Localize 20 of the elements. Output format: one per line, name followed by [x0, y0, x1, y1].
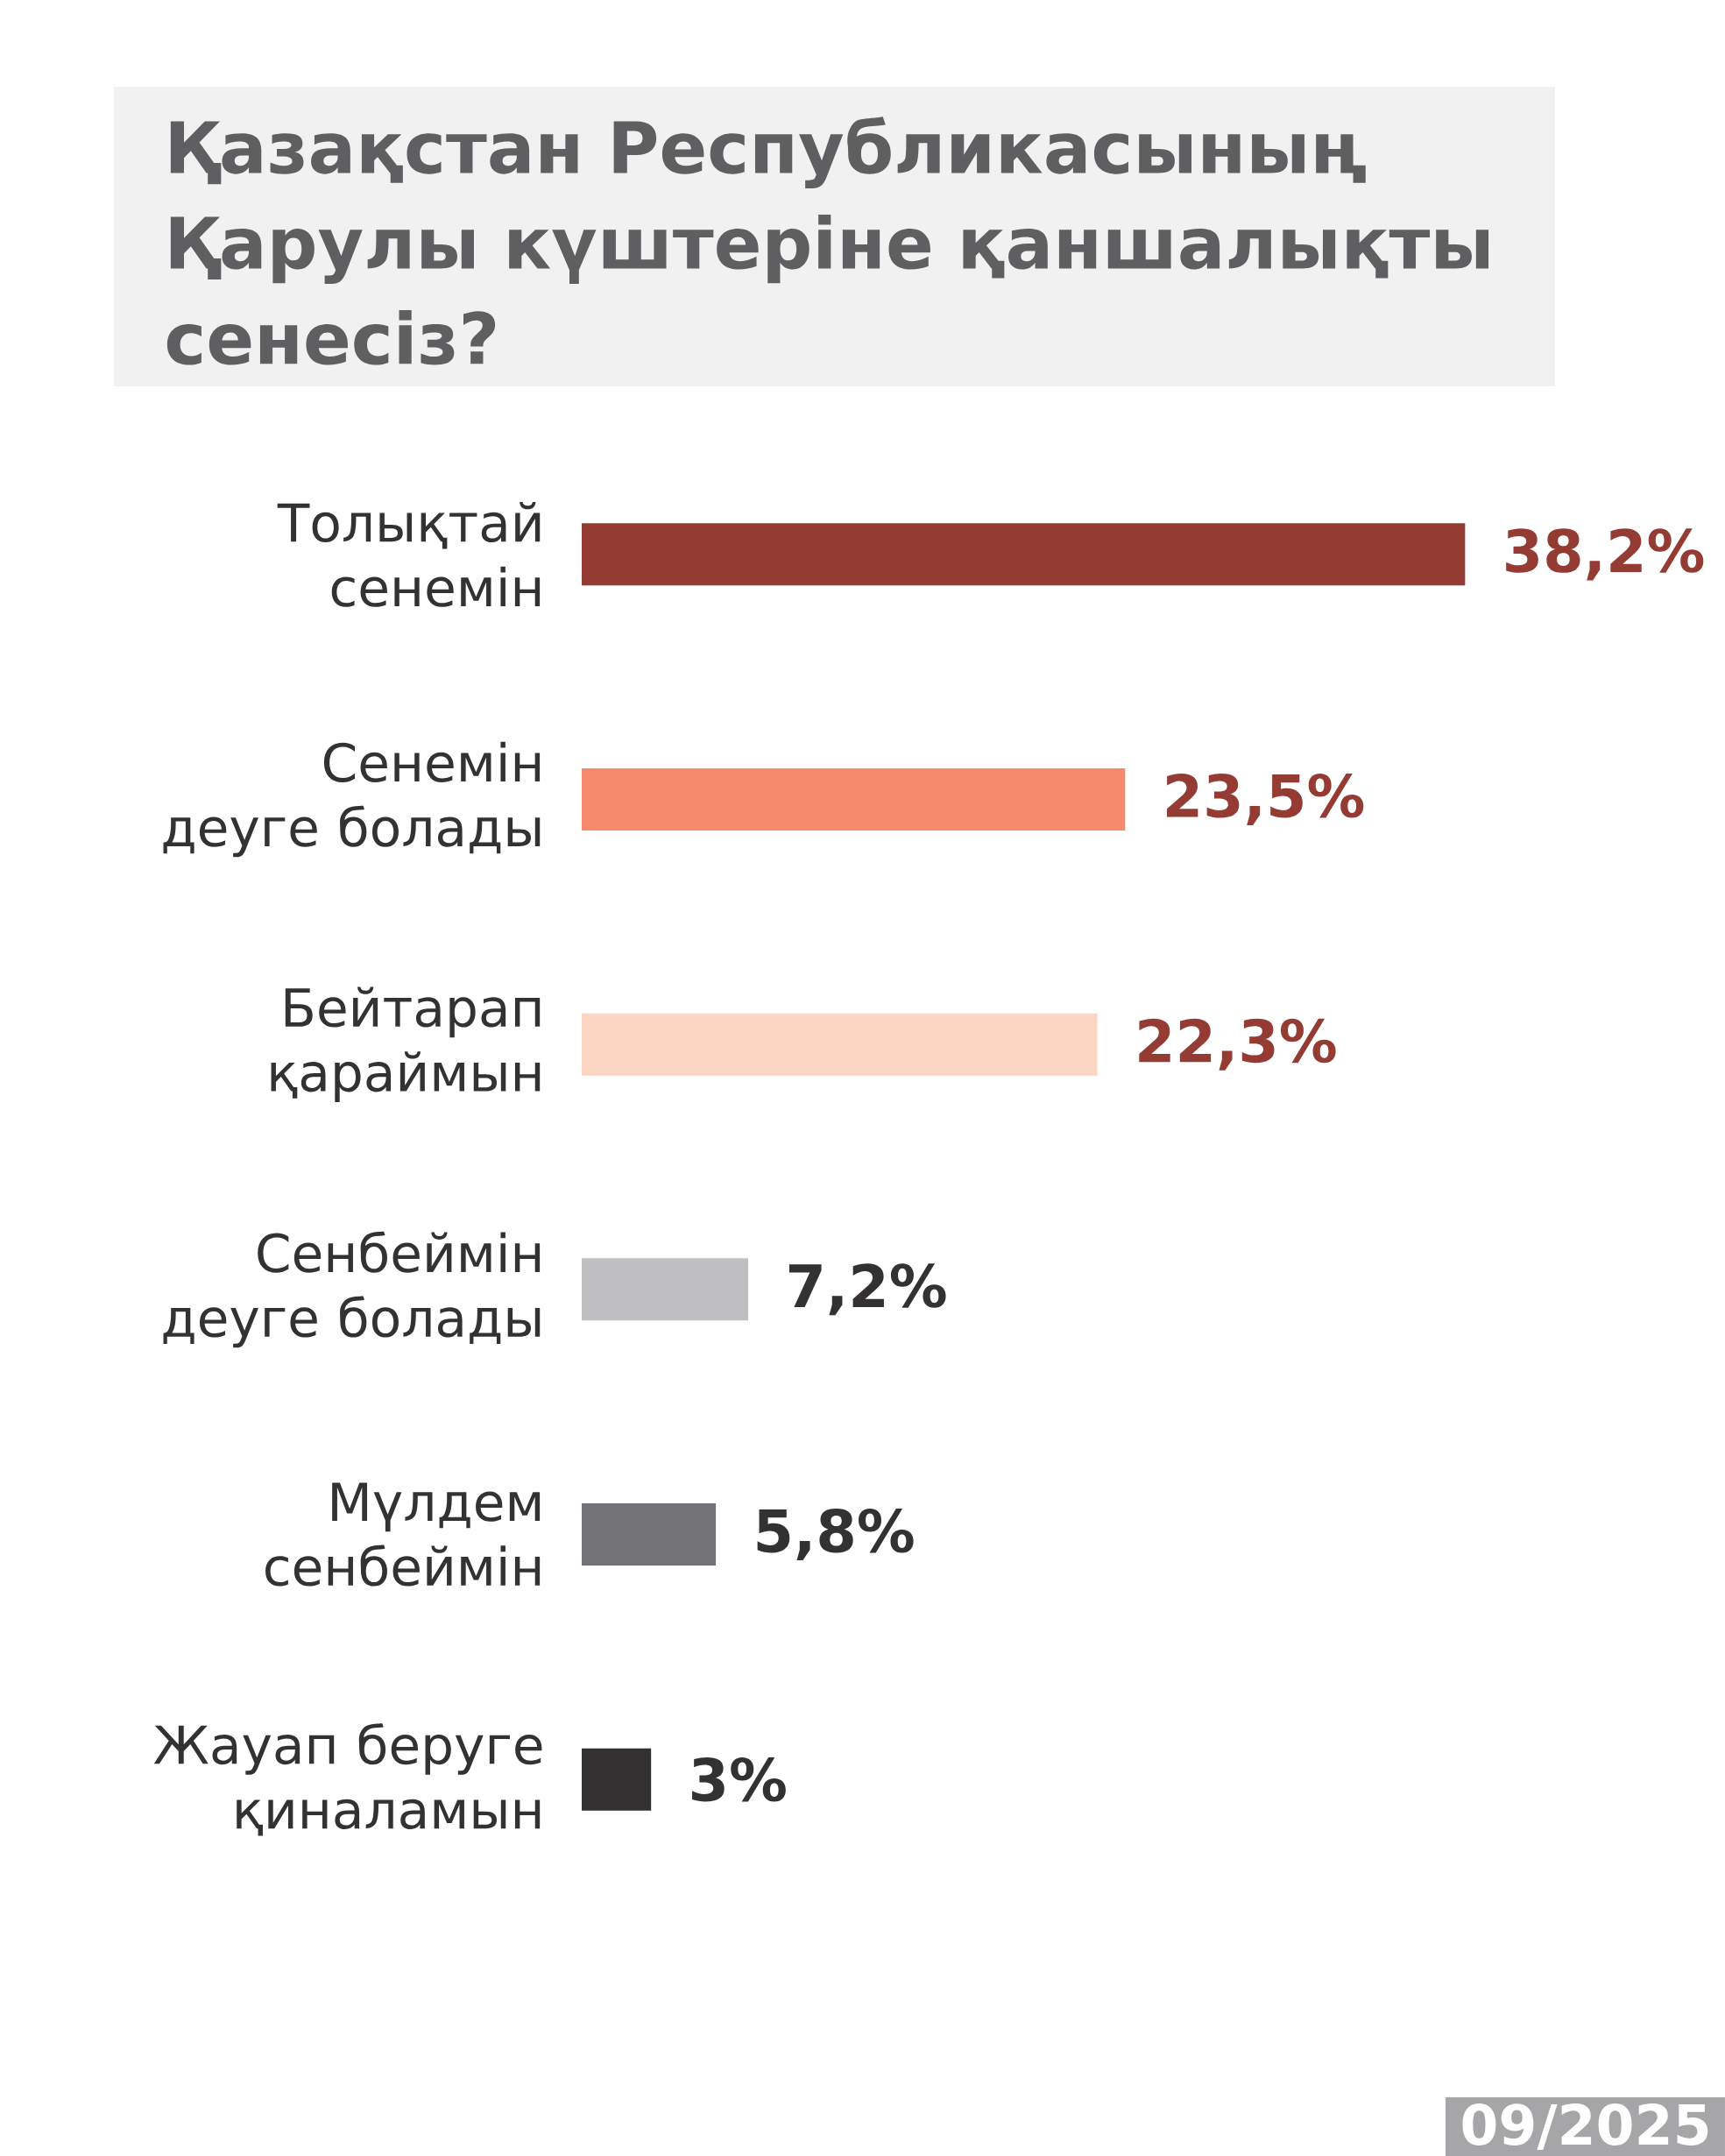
y-tick-label: Мүлдем сенбеймін	[265, 1482, 541, 1587]
bar	[582, 1013, 1098, 1076]
y-tick-label: Толықтай сенемін	[277, 501, 541, 607]
bar	[582, 523, 1466, 586]
bar	[582, 768, 1126, 831]
bar	[582, 1258, 749, 1321]
data-label: 5,8%	[757, 1509, 914, 1561]
data-label: 22,3%	[1139, 1018, 1336, 1071]
data-label: 38,2%	[1506, 528, 1704, 581]
data-label: 7,2%	[788, 1263, 946, 1316]
y-tick-label: Бейтарап қараймын	[271, 986, 541, 1102]
y-tick-label: Сенемін деуге болады	[163, 741, 541, 858]
y-tick-label: Сенбеймін деуге болады	[163, 1231, 541, 1348]
data-label: 23,5%	[1167, 774, 1364, 826]
text: 09/2025	[1462, 2103, 1708, 2150]
data-label: 3%	[692, 1757, 786, 1802]
bar	[582, 1503, 717, 1566]
y-tick-label: Жауап беруге қиналамын	[153, 1722, 542, 1836]
bar	[582, 1748, 652, 1811]
chart-title: Қазақстан Республикасының Қарулы күштеріне қаншалықты сенесіз?	[166, 117, 1489, 365]
